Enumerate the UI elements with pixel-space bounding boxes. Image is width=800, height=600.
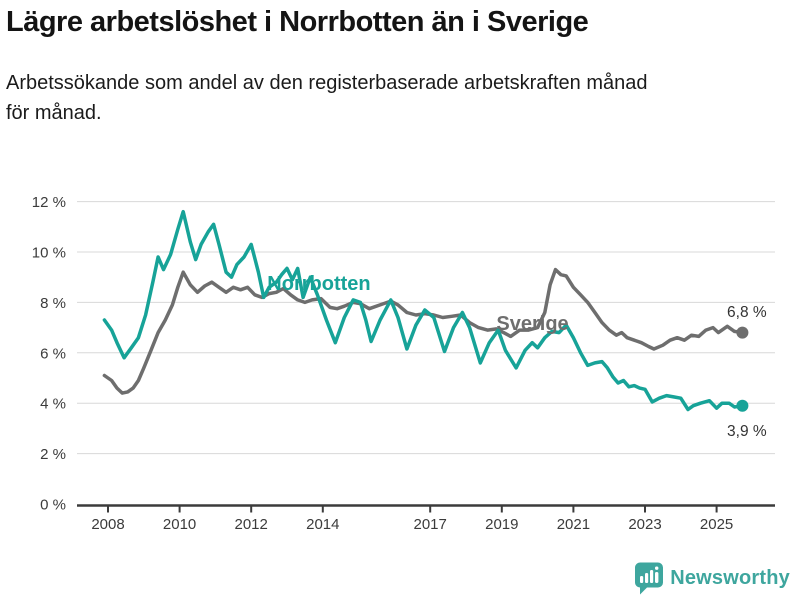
chart-title: Lägre arbetslöshet i Norrbotten än i Sve… bbox=[6, 6, 589, 38]
y-tick-label: 2 % bbox=[40, 446, 66, 463]
annotation-sverige: Sverige bbox=[496, 313, 568, 335]
annotation-39: 3,9 % bbox=[727, 423, 767, 440]
y-axis-labels: 12 % 10 % 8 % 6 % 4 % 2 % 0 % bbox=[32, 194, 66, 513]
y-tick-label: 8 % bbox=[40, 295, 66, 312]
x-tick-label: 2025 bbox=[700, 516, 733, 533]
end-dot-norrbotten bbox=[736, 399, 749, 412]
y-tick-label: 0 % bbox=[40, 497, 66, 514]
chart-subtitle-line2: för månad. bbox=[6, 102, 102, 124]
chart-subtitle: Arbetssökande som andel av den registerb… bbox=[6, 68, 794, 128]
exclamation-dot bbox=[655, 566, 659, 570]
annotation-68: 6,8 % bbox=[727, 304, 767, 321]
bar-tall bbox=[650, 570, 654, 583]
x-tick-label: 2019 bbox=[485, 516, 518, 533]
x-tick-label: 2023 bbox=[628, 516, 661, 533]
y-tick-label: 12 % bbox=[32, 194, 66, 211]
annotation-norrbotten: Norrbotten bbox=[267, 273, 370, 295]
speech-bubble-shape bbox=[635, 562, 664, 595]
x-tick-label: 2010 bbox=[163, 516, 196, 533]
newsworthy-logo-icon bbox=[635, 562, 664, 595]
bar-short bbox=[640, 576, 644, 583]
newsworthy-logo: Newsworthy bbox=[633, 562, 790, 595]
y-gridlines bbox=[77, 201, 775, 455]
y-tick-label: 4 % bbox=[40, 396, 66, 413]
x-tick-label: 2021 bbox=[557, 516, 590, 533]
end-dot-sverige bbox=[736, 326, 749, 339]
x-tick-label: 2008 bbox=[91, 516, 124, 533]
chart-subtitle-line1: Arbetssökande som andel av den registerb… bbox=[6, 72, 648, 94]
series-line-norrbotten bbox=[102, 209, 745, 412]
y-tick-label: 6 % bbox=[40, 345, 66, 362]
series-line-sverige bbox=[102, 267, 745, 395]
x-tick-label: 2012 bbox=[235, 516, 268, 533]
x-tick-label: 2014 bbox=[306, 516, 339, 533]
y-tick-label: 10 % bbox=[32, 245, 66, 262]
bar-medium bbox=[645, 573, 649, 583]
x-axis: 2008 2010 2012 2014 2017 2019 2021 2023 2025 bbox=[77, 504, 775, 533]
newsworthy-logo-text: Newsworthy bbox=[670, 567, 790, 589]
x-tick-label: 2017 bbox=[414, 516, 447, 533]
exclamation-stem bbox=[655, 572, 659, 583]
